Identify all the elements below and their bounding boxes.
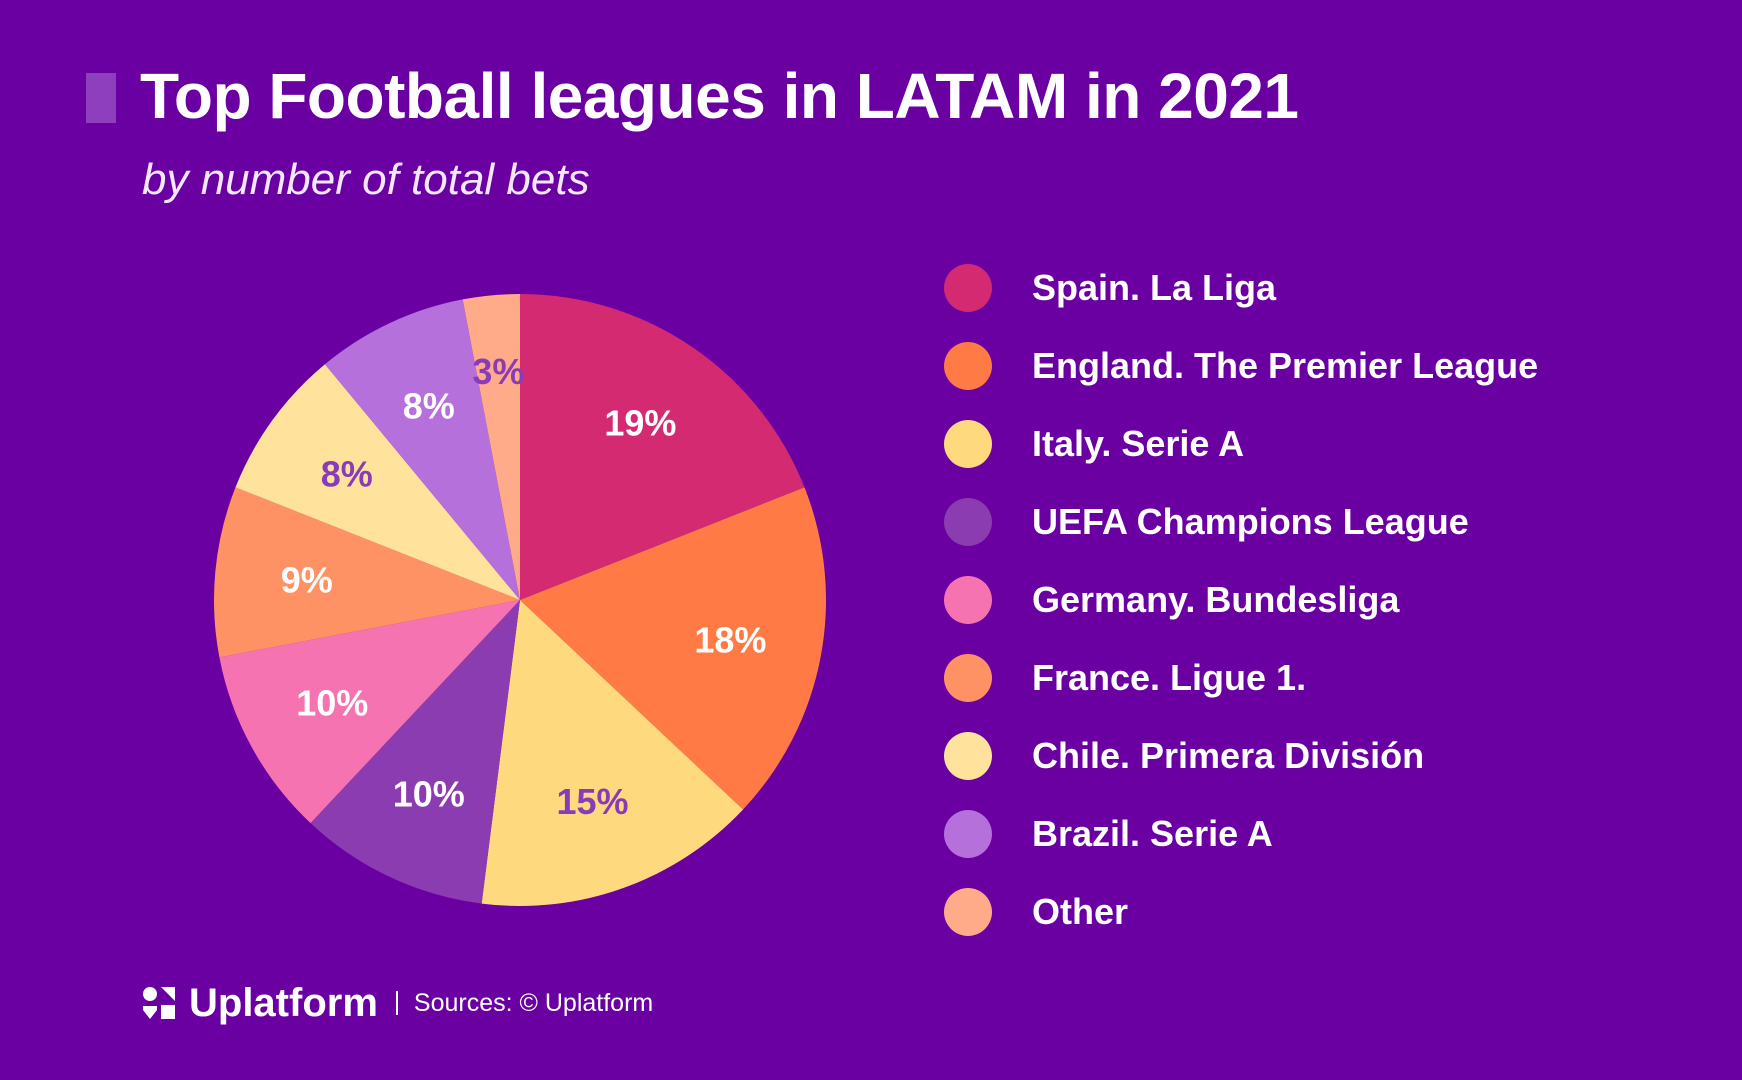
legend-swatch [944,888,992,936]
source-note: Sources: © Uplatform [413,989,654,1017]
legend-swatch [944,732,992,780]
slice-percent-label: 10% [296,683,368,724]
legend-swatch [944,264,992,312]
legend-swatch [944,420,992,468]
legend-item: Italy. Serie A [944,414,1244,474]
legend-label: Spain. La Liga [1032,267,1277,308]
legend-label: Brazil. Serie A [1032,813,1273,854]
slice-percent-label: 3% [472,351,524,392]
pie-slice [235,364,520,600]
legend-item: France. Ligue 1. [944,648,1306,708]
uplatform-logo-icon [143,987,175,1019]
legend-item: England. The Premier League [944,336,1538,396]
legend-label: Chile. Primera División [1032,735,1425,776]
slice-percent-label: 9% [281,559,333,600]
legend-item: Other [944,882,1128,942]
legend-item: Chile. Primera División [944,726,1424,786]
pie-slice [219,600,520,824]
page-title: Top Football leagues in LATAM in 2021 [140,60,1299,132]
brand-name: Uplatform [189,981,378,1025]
title-accent-bar [86,73,116,123]
pie-slice [324,299,520,600]
pie-slice [520,487,826,810]
legend-label: France. Ligue 1. [1032,657,1307,698]
pie-slice [481,600,744,906]
legend-label: England. The Premier League [1032,345,1539,386]
legend-swatch [944,654,992,702]
legend-label: Germany. Bundesliga [1032,579,1400,620]
footer-divider [395,991,398,1015]
legend-item: UEFA Champions League [944,492,1469,552]
page-subtitle: by number of total bets [142,155,590,204]
slice-percent-label: 10% [393,773,465,814]
slice-percent-label: 8% [321,454,373,495]
legend-item: Brazil. Serie A [944,804,1273,864]
legend-item: Spain. La Liga [944,258,1276,318]
legend-swatch [944,498,992,546]
pie-slice [310,600,520,904]
legend-swatch [944,576,992,624]
legend-label: UEFA Champions League [1032,501,1469,542]
legend-swatch [944,342,992,390]
pie-chart: 19% 18% 15% 10% 10% 9% 8% 8% 3% [180,260,860,940]
pie-slice [462,294,520,600]
legend-swatch [944,810,992,858]
pie-slice [214,487,520,658]
legend-item: Germany. Bundesliga [944,570,1399,630]
legend-label: Other [1032,891,1129,932]
footer: Uplatform Sources: © Uplatform [141,978,653,1028]
slice-percent-label: 15% [557,781,629,822]
legend-label: Italy. Serie A [1032,423,1245,464]
slice-percent-label: 8% [403,386,455,427]
pie-slice [520,294,805,600]
slice-percent-label: 18% [694,620,766,661]
slice-percent-label: 19% [604,402,676,443]
pie-chart-svg: 19% 18% 15% 10% 10% 9% 8% 8% 3% [214,294,826,906]
